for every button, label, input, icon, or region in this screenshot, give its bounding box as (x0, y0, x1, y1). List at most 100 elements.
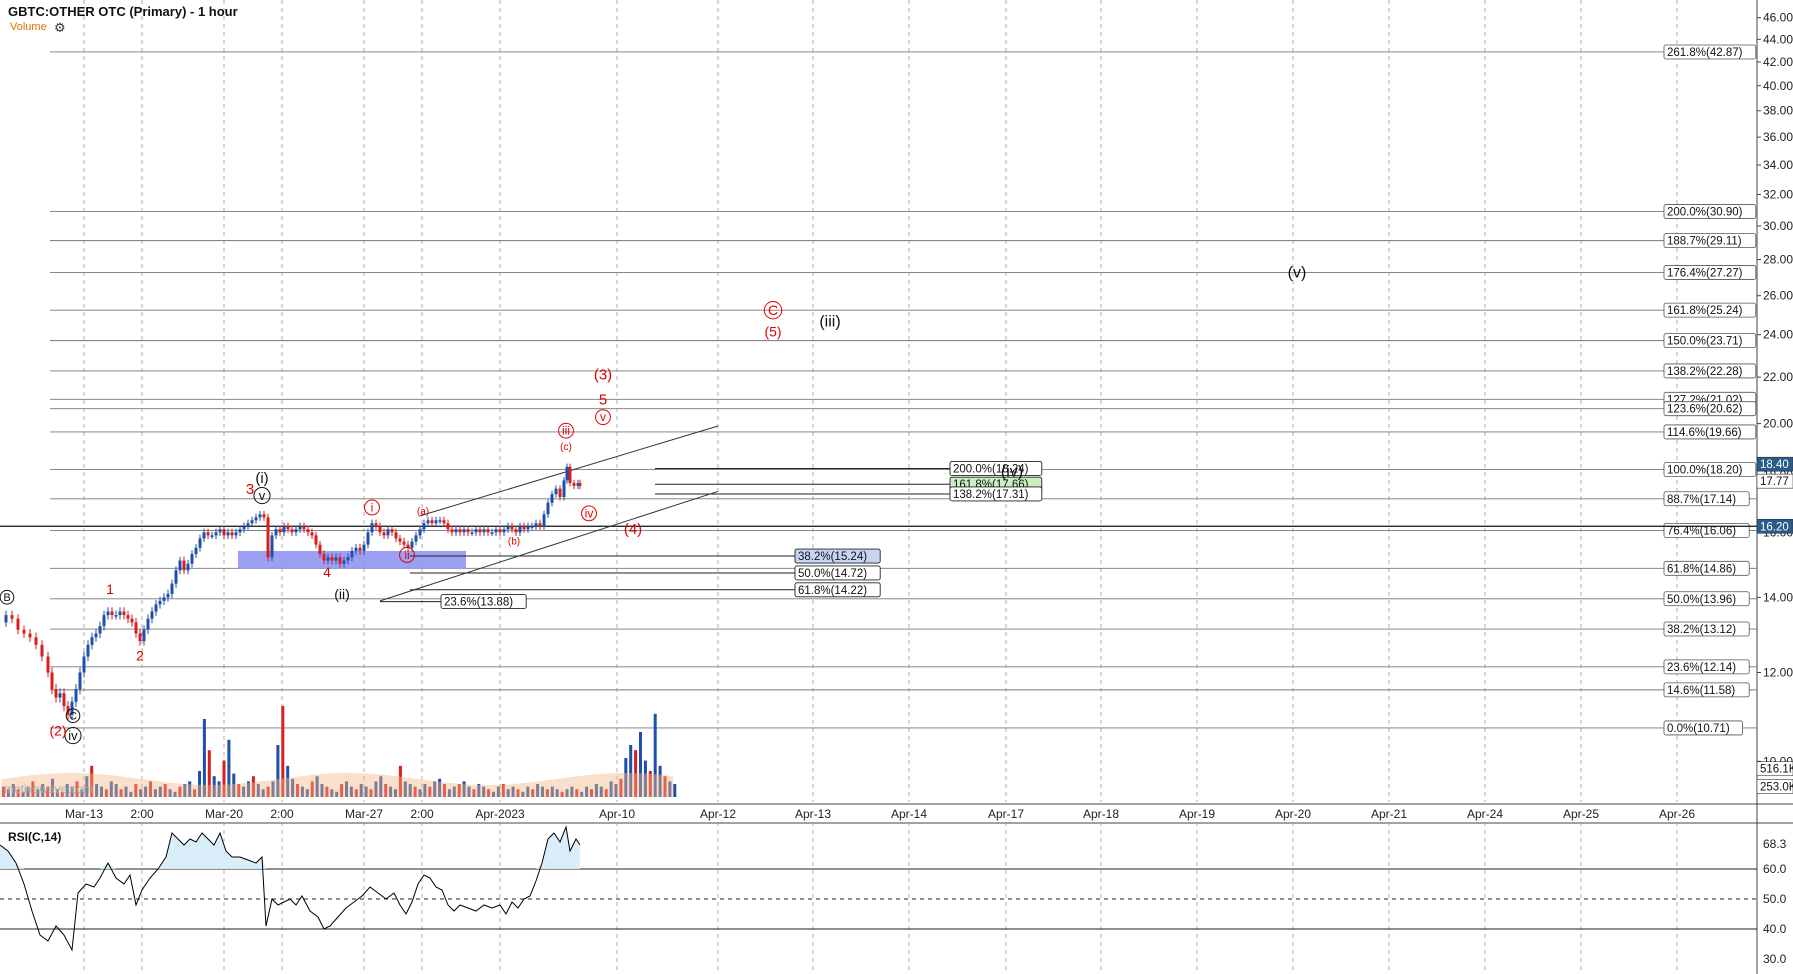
fib-label-box (1663, 333, 1757, 349)
fib-label-box (1663, 265, 1757, 280)
volume-bar (482, 786, 486, 797)
fib-label: 188.7%(29.11) (1667, 236, 1742, 248)
volume-bar (521, 791, 525, 797)
candle-body (130, 618, 134, 623)
candle-body (374, 523, 378, 527)
volume-bar (477, 784, 481, 797)
y-tick-label: 44.00 (1763, 32, 1793, 46)
volume-bar (193, 789, 197, 797)
candle-body (10, 615, 14, 619)
candle-body (362, 544, 366, 551)
wave-circle (581, 505, 597, 522)
volume-bar (31, 781, 35, 797)
candle-body (554, 488, 558, 495)
candle-body (94, 633, 98, 638)
fib-label: 76.4%(16.06) (1667, 525, 1736, 537)
candle-body (254, 517, 258, 521)
wave-label: 4 (323, 564, 331, 580)
volume-bar (2, 786, 5, 797)
candle-body (178, 560, 182, 571)
candle-body (430, 520, 434, 524)
volume-bar (506, 789, 510, 797)
rsi-label: RSI(C,14) (8, 830, 62, 844)
volume-legend[interactable]: Volume (10, 21, 47, 33)
y-tick-label: 28.00 (1763, 253, 1793, 267)
candle-body (258, 514, 262, 518)
volume-bar (315, 776, 319, 797)
gear-icon[interactable]: ⚙ (54, 20, 66, 35)
y-tick-label: 36.00 (1763, 130, 1793, 144)
volume-bar (124, 786, 128, 797)
price-badge-label: 18.40 (1760, 459, 1789, 471)
fib-label: 0.0%(10.71) (1667, 723, 1730, 735)
price-badge-label: 17.77 (1760, 476, 1789, 488)
wave-label: (5) (764, 324, 781, 340)
candle-body (54, 689, 58, 698)
volume-bar (227, 739, 231, 797)
candle-body (550, 494, 554, 503)
rsi-line (0, 825, 581, 952)
fib-label-box (1663, 720, 1743, 736)
fib-label-box (1663, 491, 1750, 507)
candle-body (158, 600, 162, 605)
candle-body (474, 529, 478, 533)
candle-body (470, 532, 474, 534)
volume-bar (496, 786, 500, 797)
wave-label: 5 (599, 391, 607, 408)
candle-body (386, 529, 390, 536)
x-tick-label: Mar-13 (65, 807, 103, 821)
candle-body (118, 611, 122, 616)
channel-lower (379, 490, 719, 602)
volume-bar (408, 784, 412, 797)
candle-body (274, 529, 278, 536)
y-tick-label: 34.00 (1763, 158, 1793, 172)
x-tick-label: 2:00 (270, 807, 294, 821)
volume-bar (163, 784, 167, 797)
volume-bar (60, 791, 64, 797)
candle-body (518, 526, 522, 533)
y-tick-label: 30.00 (1763, 219, 1793, 233)
candle-body (338, 557, 342, 564)
candle-body (478, 529, 482, 533)
volume-bar (374, 781, 378, 797)
candle-body (434, 520, 438, 524)
wave-label: (4) (624, 521, 642, 538)
fib-mid-box (949, 461, 1043, 476)
volume-bar (359, 784, 363, 797)
candle-body (250, 520, 254, 524)
volume-bar (545, 789, 549, 797)
volume-bar (11, 784, 15, 797)
x-tick-label: Apr-13 (795, 807, 831, 821)
volume-bar (609, 781, 613, 797)
wave-label: (b) (508, 537, 520, 548)
candle-body (150, 611, 154, 619)
candle-body (294, 529, 298, 533)
volume-bar (462, 781, 466, 797)
wave-circle (0, 589, 15, 605)
volume-bar (330, 789, 334, 797)
wave-circle (64, 727, 82, 745)
volume-bar (217, 781, 221, 797)
volume-bar (604, 789, 608, 797)
wave-label: 1 (106, 581, 114, 597)
volume-bar (100, 786, 103, 797)
candle-body (546, 502, 550, 515)
volume-bar (129, 791, 133, 797)
volume-bar (70, 786, 74, 797)
wave-label: (ii) (334, 586, 350, 602)
y-tick-label: 42.00 (1763, 55, 1793, 69)
volume-bar (575, 789, 579, 797)
candle-body (278, 529, 282, 533)
candle-body (446, 523, 450, 530)
x-tick-label: 2:00 (410, 807, 434, 821)
fib-label-box (1663, 462, 1757, 477)
candle-body (70, 701, 74, 715)
candle-body (138, 633, 142, 642)
candle-body (226, 532, 230, 536)
candle-body (306, 529, 310, 533)
volume-bar (516, 789, 520, 797)
candle-body (214, 532, 218, 536)
volume-bar (349, 786, 353, 797)
volume-bar (305, 789, 309, 797)
